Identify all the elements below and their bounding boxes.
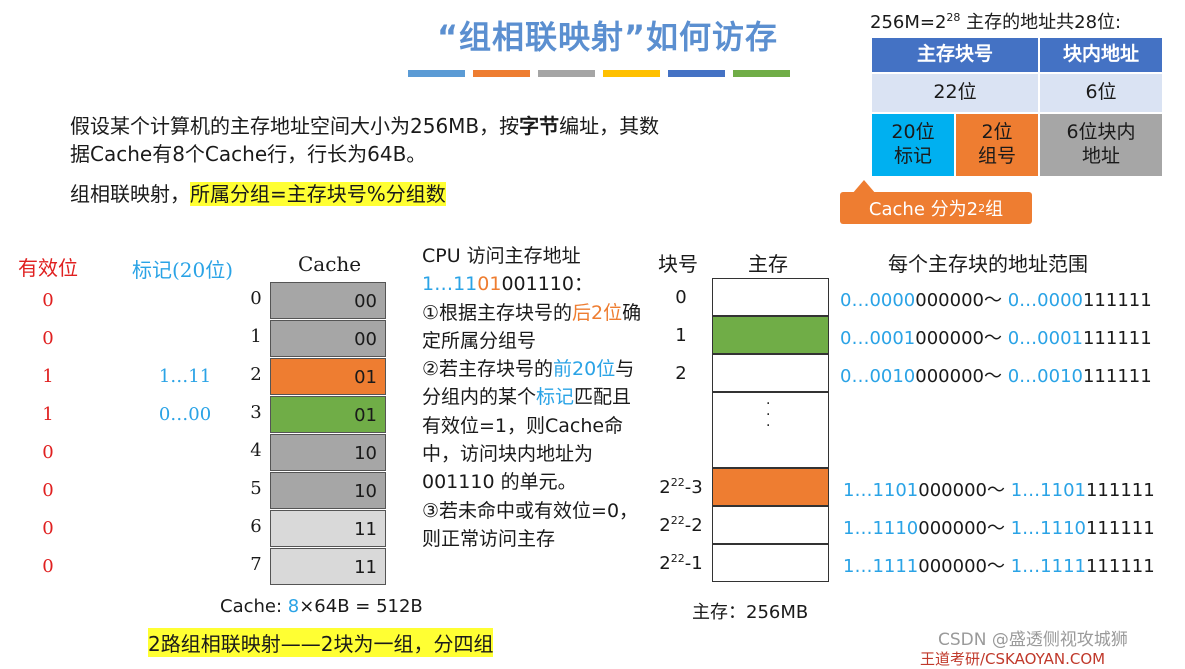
cache-line-1: 00 [270,320,386,357]
valid-bit-header: 有效位 [18,256,78,280]
title-bar-2 [538,70,595,77]
cell-group-2-bits: 2位 组号 [956,114,1038,176]
address-range-5: 1…1111000000～ 1…1111111111 [843,556,1155,577]
cache-line-2: 01 [270,358,386,395]
csdn-watermark: CSDN @盛透侧视攻城狮 [938,630,1128,650]
cache-line-6: 11 [270,510,386,547]
memory-block-4 [712,506,829,544]
intro-text: 假设某个计算机的主存地址空间大小为256MB，按字节编址，其数据Cache有8个… [70,114,660,166]
page-title: “组相联映射”如何访存 [436,18,779,56]
cache-group-bits-7: 11 [354,557,377,578]
title-bar-1 [473,70,530,77]
header-block-number: 主存块号 [872,38,1038,72]
cache-line-0: 00 [270,282,386,319]
cache-group-bits-0: 00 [354,291,377,312]
cache-group-bits-5: 10 [354,481,377,502]
memory-block-0 [712,278,829,316]
valid-bit-1: 0 [42,328,54,349]
cpu-step-3: ③若未命中或有效位=0，则正常访问主存 [422,499,639,550]
cache-group-bits-2: 01 [354,367,377,388]
cell-22-bits: 22位 [872,74,1038,112]
main-memory-header: 主存 [748,252,788,276]
cache-group-bits-4: 10 [354,443,377,464]
memory-block-1 [712,316,829,354]
cache-size-caption: Cache: 8×64B = 512B [220,596,423,617]
group-formula: 组相联映射，所属分组=主存块号%分组数 [70,182,446,206]
memory-gap: · · · [712,392,829,468]
valid-bit-0: 0 [42,290,54,311]
cache-group-bits-1: 00 [354,329,377,350]
valid-bit-5: 0 [42,480,54,501]
cpu-line-1: CPU 访问主存地址 [422,245,581,267]
callout-cache-groups: Cache 分为2 2 组 [840,192,1032,224]
block-number-5: 222-1 [659,552,703,574]
cache-line-index-4: 4 [250,440,262,461]
tag-header: 标记(20位) [132,258,234,282]
valid-bit-7: 0 [42,556,54,577]
address-range-1: 0…0001000000～ 0…0001111111 [840,328,1152,349]
block-number-1: 1 [675,325,687,346]
title-bar-3 [603,70,660,77]
address-range-4: 1…1110000000～ 1…1110111111 [843,518,1155,539]
cache-line-index-5: 5 [250,478,262,499]
address-range-3: 1…1101000000～ 1…1101111111 [843,480,1155,501]
callout-pointer [852,180,876,194]
valid-bit-2: 1 [42,366,54,387]
title-underline-bars [408,70,790,77]
cell-6-bits: 6位 [1040,74,1162,112]
cpu-access-steps: CPU 访问主存地址 1…1101001110： ①根据主存块号的后2位确定所属… [422,242,642,553]
address-caption: 256M=228 主存的地址共28位: [870,11,1122,33]
cache-line-index-2: 2 [250,364,262,385]
memory-ellipsis: · · · [766,396,771,434]
valid-bit-4: 0 [42,442,54,463]
block-number-3: 222-3 [659,476,703,498]
memory-block-2 [712,354,829,392]
cache-line-4: 10 [270,434,386,471]
header-block-offset: 块内地址 [1040,38,1162,72]
cache-line-index-7: 7 [250,554,262,575]
cell-tag-20-bits: 20位 标记 [872,114,954,176]
cell-offset-6-bits: 6位块内 地址 [1040,114,1162,176]
cache-line-index-1: 1 [250,326,262,347]
tag-value-3: 0…00 [158,404,212,425]
block-number-2: 2 [675,363,687,384]
cache-group-bits-6: 11 [354,519,377,540]
title-bar-0 [408,70,465,77]
memory-block-3 [712,468,829,506]
memory-block-5 [712,544,829,582]
address-range-header: 每个主存块的地址范围 [888,252,1088,276]
cpu-step-1: ①根据主存块号的后2位确定所属分组号 [422,301,642,352]
block-number-4: 222-2 [659,514,703,536]
two-way-note: 2路组相联映射——2块为一组，分四组 [148,628,494,657]
cache-header: Cache [298,252,362,276]
cache-line-index-3: 3 [250,402,262,423]
address-range-0: 0…0000000000～ 0…0000111111 [840,290,1152,311]
title-bar-4 [668,70,725,77]
cache-line-5: 10 [270,472,386,509]
cache-line-3: 01 [270,396,386,433]
memory-size-caption: 主存：256MB [692,602,809,623]
title-bar-5 [733,70,790,77]
cache-line-index-6: 6 [250,516,262,537]
cache-line-index-0: 0 [250,288,262,309]
cache-group-bits-3: 01 [354,405,377,426]
wangdao-watermark: 王道考研/CSKAOYAN.COM [920,650,1106,668]
valid-bit-6: 0 [42,518,54,539]
cpu-step-2: ②若主存块号的前20位与分组内的某个标记匹配且有效位=1，则Cache命中，访问… [422,358,635,494]
address-range-2: 0…0010000000～ 0…0010111111 [840,366,1152,387]
block-number-header: 块号 [658,252,698,276]
valid-bit-3: 1 [42,404,54,425]
tag-value-2: 1…11 [158,366,212,387]
block-number-0: 0 [675,287,687,308]
cpu-address: 1…1101001110： [422,273,593,296]
cache-line-7: 11 [270,548,386,585]
